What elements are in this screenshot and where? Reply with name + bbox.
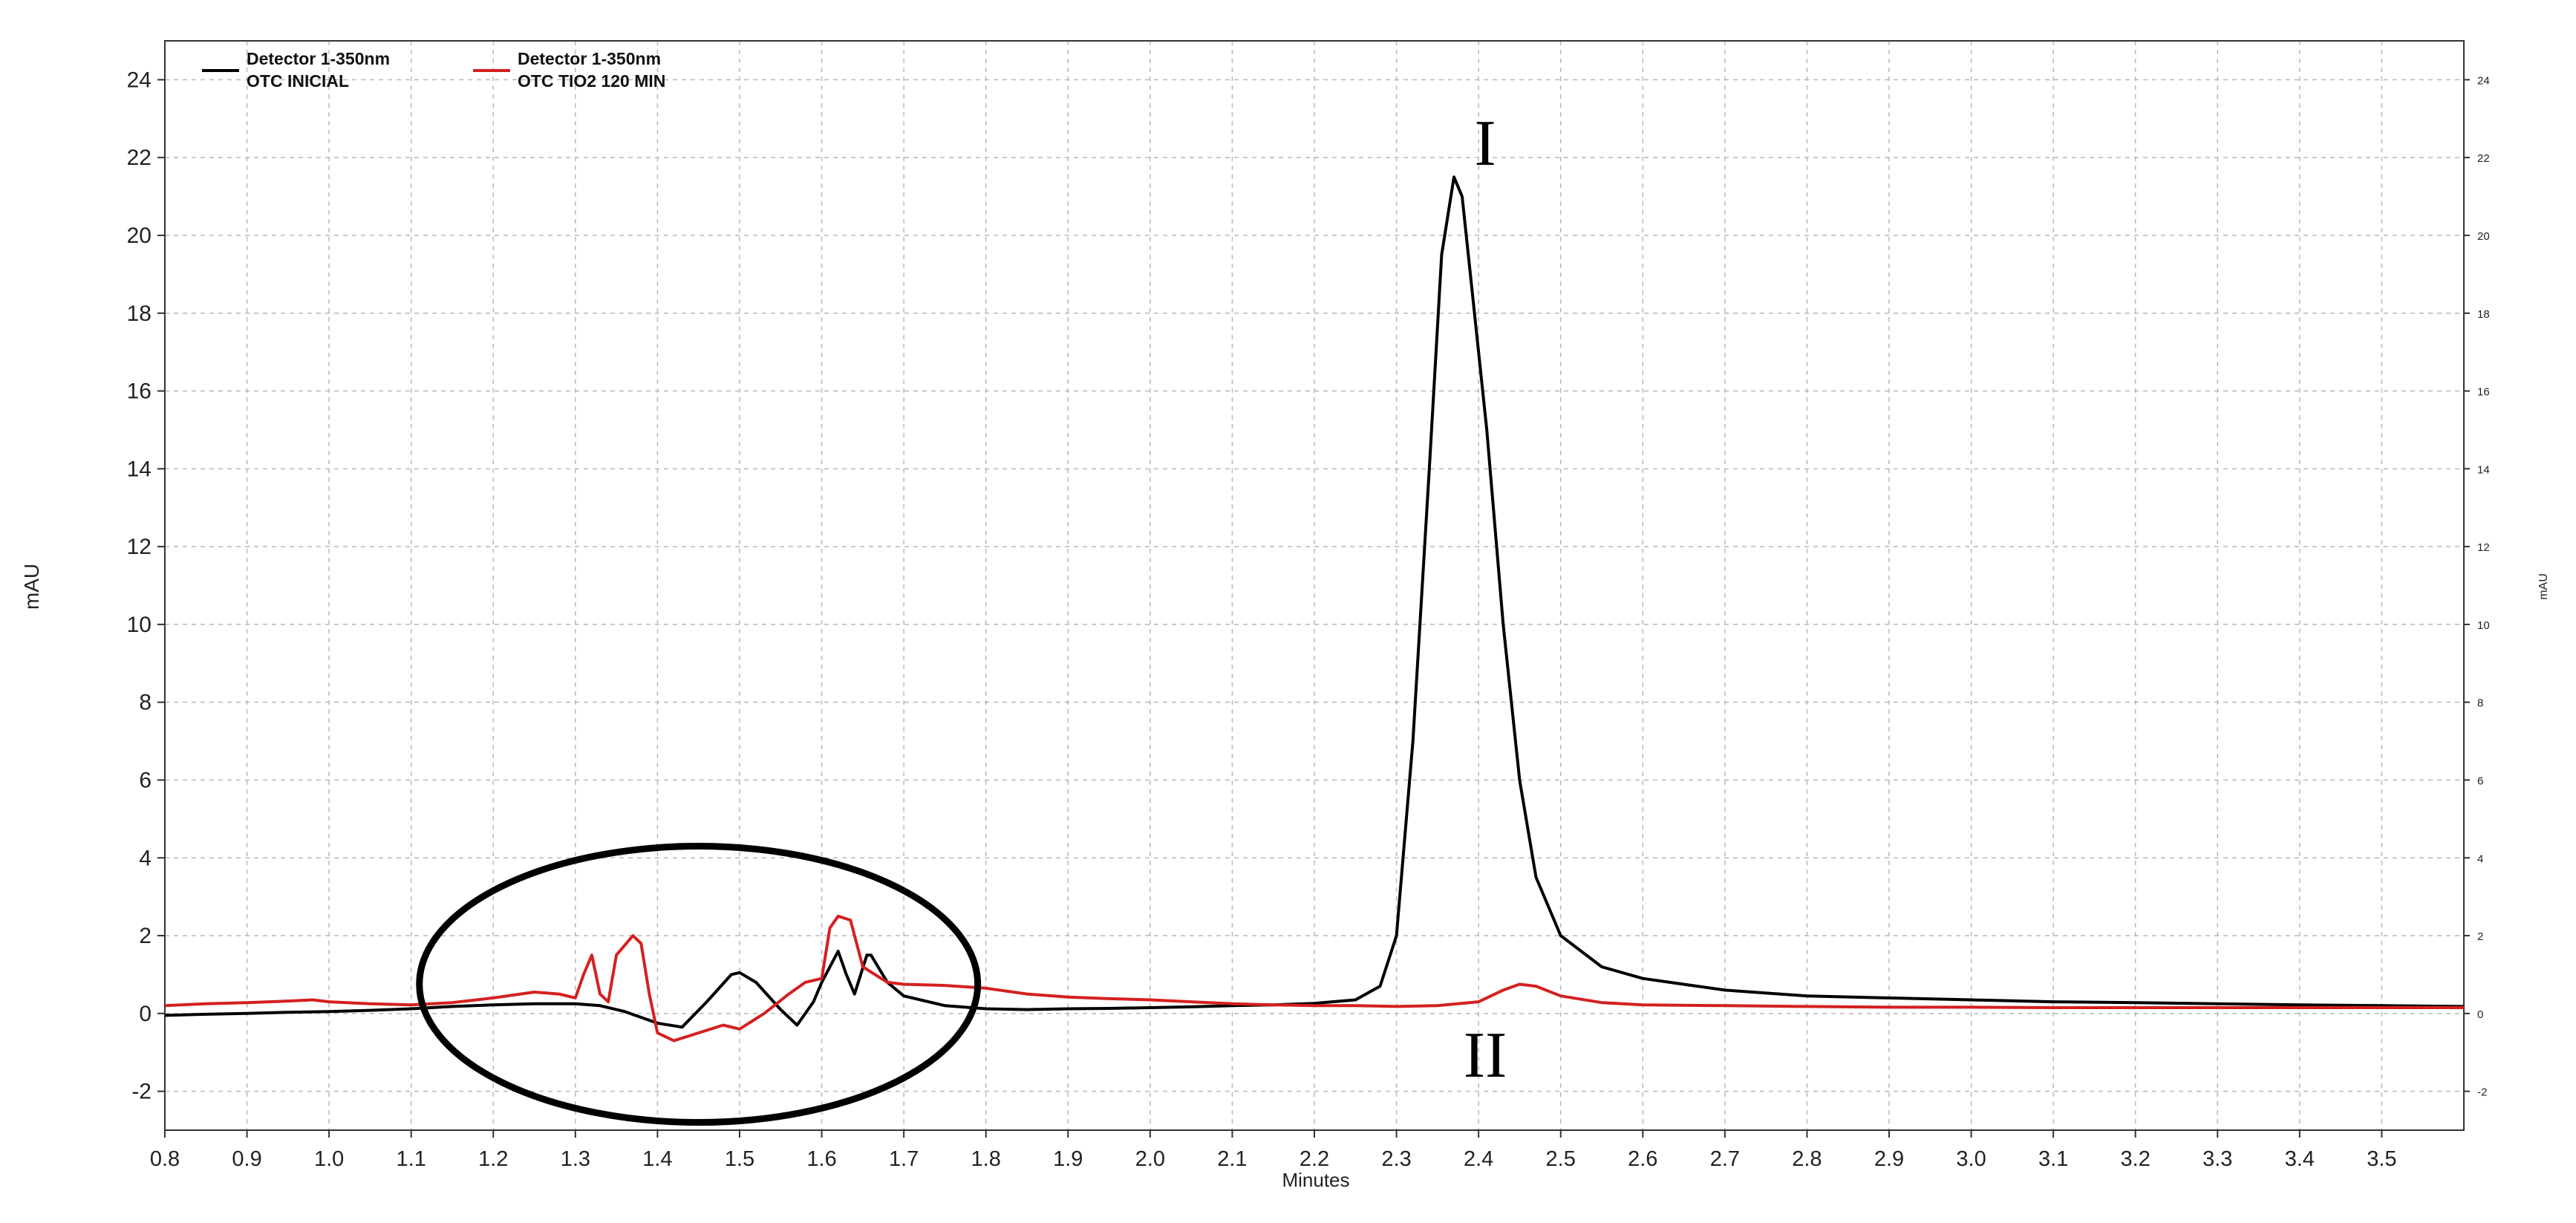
annotation-layer (416, 843, 982, 1126)
x-tick-label: 1.1 (397, 1147, 426, 1171)
y2-tick-label: 16 (2477, 386, 2490, 399)
peak-label-i: I (1474, 108, 1496, 180)
y2-tick-label: 10 (2477, 619, 2490, 632)
y-tick-label: 20 (127, 224, 151, 248)
x-tick-label: 2.4 (1464, 1147, 1493, 1171)
axes-layer: 0.8 0.9 1.0 1.1 1.2 1.3 1.4 1.5 1.6 1.7 1.8 1.9 2.0 2… (127, 40, 2490, 1171)
x-tick-label: 2.5 (1546, 1147, 1576, 1171)
series-line-1 (164, 175, 2465, 1029)
y2-tick-label: 22 (2477, 152, 2490, 165)
y-axis-title: mAU (20, 564, 43, 610)
x-tick-label: 2.0 (1135, 1147, 1165, 1171)
x-tick-label: 2.7 (1710, 1147, 1740, 1171)
y-tick-label: 14 (127, 457, 151, 481)
y-tick-label: 22 (127, 146, 151, 170)
x-tick-label: 2.1 (1217, 1147, 1247, 1171)
y2-tick-label: 0 (2477, 1008, 2483, 1021)
legend-series-1-sublabel: OTC INICIAL (247, 71, 349, 91)
x-tick-label: 1.3 (561, 1147, 590, 1171)
y2-tick-label: 24 (2477, 74, 2490, 87)
grid-layer (164, 41, 2464, 1130)
highlight-ellipse (416, 843, 982, 1126)
y-tick-label: 0 (139, 1002, 151, 1026)
legend-series-1-name: Detector 1-350nm (247, 49, 390, 68)
legend: Detector 1-350nm OTC INICIAL Detector 1-… (202, 49, 665, 91)
series-line-2 (164, 914, 2464, 1043)
x-tick-label: 1.2 (478, 1147, 508, 1171)
y2-tick-label: 2 (2477, 930, 2483, 943)
y2-tick-label: 14 (2477, 463, 2490, 476)
x-tick-label: 3.3 (2202, 1147, 2232, 1171)
x-tick-label: 1.0 (314, 1147, 344, 1171)
y-tick-label: 18 (127, 301, 151, 326)
x-tick-label: 2.6 (1628, 1147, 1657, 1171)
x-tick-label: 0.8 (150, 1147, 180, 1171)
y-tick-label: 16 (127, 379, 151, 404)
x-tick-label: 2.8 (1792, 1147, 1822, 1171)
y-tick-label: 24 (127, 68, 151, 92)
x-tick-label: 1.7 (889, 1147, 919, 1171)
y2-tick-label: 6 (2477, 774, 2483, 787)
x-tick-label: 3.5 (2367, 1147, 2396, 1171)
x-tick-label: 1.9 (1053, 1147, 1083, 1171)
x-tick-label: 2.9 (1874, 1147, 1904, 1171)
y2-axis-title: mAU (2537, 573, 2550, 600)
x-tick-label: 1.4 (642, 1147, 672, 1171)
y2-tick-label: 4 (2477, 852, 2483, 865)
x-tick-label: 0.9 (232, 1147, 261, 1171)
legend-series-2-name: Detector 1-350nm (518, 49, 661, 68)
plot-frame (164, 40, 2465, 1131)
y2-tick-label: 20 (2477, 230, 2490, 243)
x-tick-label: 3.4 (2285, 1147, 2315, 1171)
y2-tick-label: 8 (2477, 697, 2483, 710)
x-tick-label: 3.1 (2038, 1147, 2068, 1171)
y2-tick-label: 12 (2477, 541, 2490, 554)
x-tick-label: 2.3 (1381, 1147, 1411, 1171)
y-tick-label: -2 (131, 1080, 151, 1104)
x-tick-label: 2.2 (1300, 1147, 1329, 1171)
x-tick-label: 1.6 (806, 1147, 836, 1171)
x-tick-label: 3.0 (1956, 1147, 1986, 1171)
y-tick-label: 8 (139, 691, 151, 715)
legend-series-2-sublabel: OTC TIO2 120 MIN (518, 71, 665, 91)
x-tick-label: 1.8 (971, 1147, 1001, 1171)
x-tick-label: 3.2 (2121, 1147, 2151, 1171)
y-tick-label: 10 (127, 613, 151, 637)
y2-tick-label: 18 (2477, 308, 2490, 321)
peak-label-ii: II (1464, 1020, 1507, 1092)
x-axis-title: Minutes (1282, 1169, 1349, 1191)
y-tick-label: 12 (127, 535, 151, 559)
series-layer (164, 175, 2465, 1043)
y-tick-label: 2 (139, 924, 151, 948)
y-tick-label: 4 (139, 846, 151, 870)
x-tick-label: 1.5 (725, 1147, 754, 1171)
y2-tick-label: -2 (2477, 1086, 2487, 1099)
y-tick-label: 6 (139, 768, 151, 792)
